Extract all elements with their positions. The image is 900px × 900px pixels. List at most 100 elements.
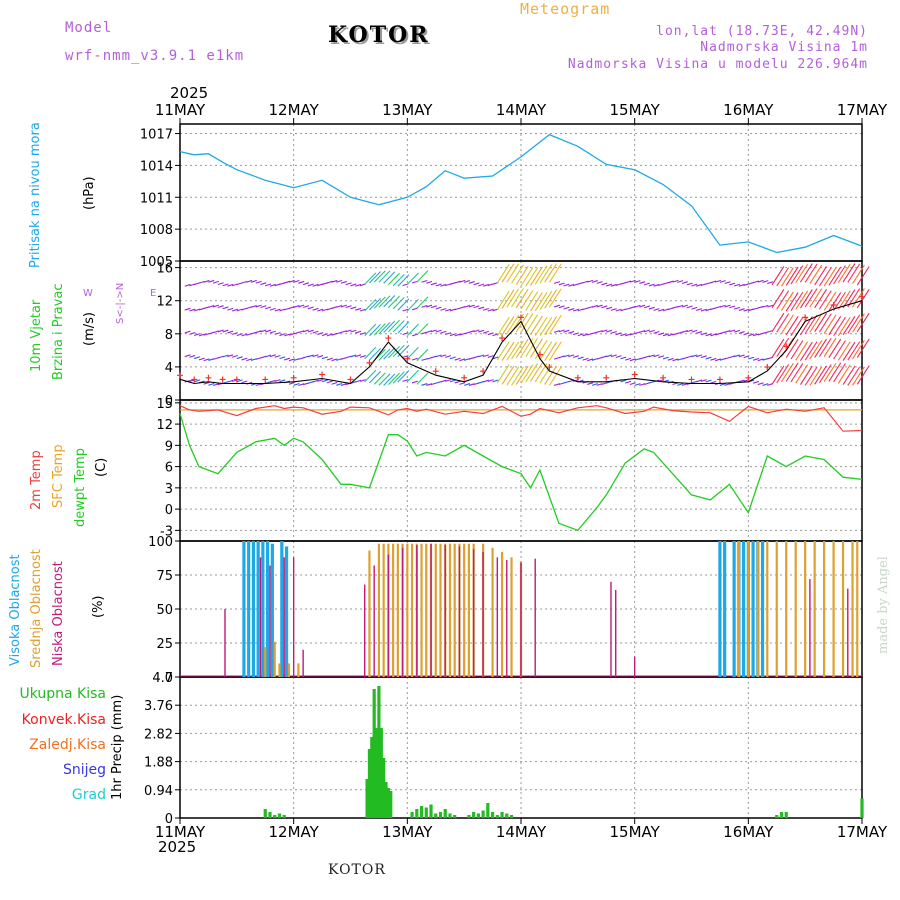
wind-arrow bbox=[241, 333, 248, 337]
wind-arrow bbox=[719, 304, 726, 308]
x-date-label-bottom: 12MAY bbox=[269, 823, 320, 841]
y-tick-label: 0 bbox=[165, 503, 173, 518]
wind-arrow bbox=[298, 280, 305, 284]
wind-arrow bbox=[534, 340, 548, 360]
wind-arrow bbox=[459, 358, 466, 362]
wind-arrow bbox=[852, 340, 865, 360]
y-tick-label: 3.76 bbox=[144, 699, 173, 714]
lonlat-label: lon,lat (18.73E, 42.49N) bbox=[656, 24, 868, 39]
cloud-high-bar bbox=[247, 541, 251, 677]
gust-marker bbox=[764, 364, 771, 371]
wind-arrow bbox=[506, 263, 520, 283]
wind-arrow bbox=[383, 347, 396, 360]
cloud-low-bar bbox=[458, 546, 461, 677]
wind-arrow bbox=[809, 264, 823, 284]
wind-arrow bbox=[520, 364, 534, 384]
wind-arrow bbox=[194, 379, 201, 383]
precip-bar bbox=[382, 758, 386, 818]
cloud-low-bar bbox=[482, 551, 484, 677]
wind-arrow bbox=[629, 358, 636, 362]
wind-arrow bbox=[733, 354, 741, 358]
wind-arrow bbox=[653, 354, 660, 358]
wind-arrow bbox=[856, 338, 870, 358]
cloud-low-bar bbox=[373, 565, 375, 677]
wind-arrow bbox=[355, 379, 362, 383]
wind-arrow bbox=[336, 383, 343, 386]
wind-arrow bbox=[468, 330, 475, 333]
wind-arrow bbox=[672, 279, 679, 283]
gust-marker bbox=[688, 376, 695, 383]
wind-arrow bbox=[776, 267, 790, 287]
wind-arrow bbox=[790, 291, 804, 311]
wind-arrow bbox=[194, 356, 201, 360]
wind-arrow bbox=[530, 315, 543, 335]
precip-bar bbox=[377, 686, 381, 818]
wind-arrow bbox=[203, 381, 210, 385]
wind-arrow bbox=[548, 366, 562, 386]
wind-arrow bbox=[189, 308, 196, 312]
wind-arrow bbox=[336, 304, 343, 308]
wind-arrow bbox=[757, 279, 764, 283]
wind-arrow bbox=[449, 356, 456, 360]
wind-arrow bbox=[397, 274, 410, 287]
precip-bar bbox=[268, 812, 272, 818]
precip-bar bbox=[775, 815, 779, 818]
wind-arrow bbox=[696, 283, 703, 287]
wind-arrow bbox=[198, 333, 205, 337]
wind-arrow bbox=[506, 314, 520, 335]
wind-arrow bbox=[715, 279, 722, 283]
wind-arrow bbox=[686, 282, 693, 286]
wind-arrow bbox=[274, 308, 281, 312]
wind-arrow bbox=[227, 379, 234, 383]
wind-arrow bbox=[288, 279, 295, 283]
wind-arrow bbox=[776, 364, 790, 384]
wind-arrow bbox=[440, 379, 447, 383]
cloud-mid-bar bbox=[500, 551, 504, 677]
wind-arrow bbox=[525, 291, 539, 311]
cloud-mid-bar bbox=[297, 663, 300, 677]
wind-arrow bbox=[487, 308, 494, 312]
wind-arrow bbox=[208, 279, 215, 283]
wind-arrow bbox=[449, 333, 456, 337]
wind-arrow bbox=[340, 280, 347, 284]
precip-bar bbox=[784, 812, 788, 818]
wind-arrow bbox=[818, 267, 832, 287]
wind-arrow bbox=[445, 308, 452, 312]
wind-arrow bbox=[464, 304, 471, 308]
wind-arrow bbox=[501, 365, 515, 385]
cloud-low-bar bbox=[633, 656, 636, 677]
cloud-mid-bar bbox=[856, 541, 859, 677]
wind-arrow bbox=[790, 316, 804, 337]
wind-arrow bbox=[260, 329, 267, 333]
wind-arrow bbox=[501, 289, 515, 309]
precip-bar bbox=[779, 812, 784, 818]
wind-arrow bbox=[625, 380, 632, 384]
wind-arrow bbox=[260, 305, 267, 309]
wind-arrow bbox=[833, 265, 846, 285]
wind-arrow bbox=[809, 313, 823, 333]
wind-arrow bbox=[312, 307, 319, 311]
precip-bar bbox=[500, 812, 504, 818]
wind-arrow bbox=[814, 312, 827, 333]
wind-arrow bbox=[373, 372, 386, 385]
wind-arrow bbox=[577, 333, 584, 337]
cloud-low-bar bbox=[809, 579, 811, 677]
wind-dir-e: E bbox=[150, 288, 157, 299]
cloud-low-bar bbox=[283, 557, 285, 677]
wind-arrow bbox=[284, 333, 291, 337]
wind-arrow bbox=[743, 332, 750, 336]
wind-arrow bbox=[733, 329, 741, 333]
wind-arrow bbox=[369, 297, 381, 311]
wind-arrow bbox=[255, 280, 262, 284]
wind-arrow bbox=[492, 356, 499, 360]
wind-arrow bbox=[606, 306, 613, 310]
wind-arrow bbox=[468, 383, 475, 386]
wind-arrow bbox=[823, 291, 837, 311]
wind-arrow bbox=[445, 379, 452, 382]
wind-arrow bbox=[326, 333, 333, 337]
wind-arrow bbox=[364, 369, 377, 383]
cloud-mid-bar bbox=[737, 541, 740, 677]
wind-arrow bbox=[515, 288, 529, 308]
cloud-low-bar bbox=[534, 558, 536, 677]
wind-arrow bbox=[515, 312, 529, 333]
